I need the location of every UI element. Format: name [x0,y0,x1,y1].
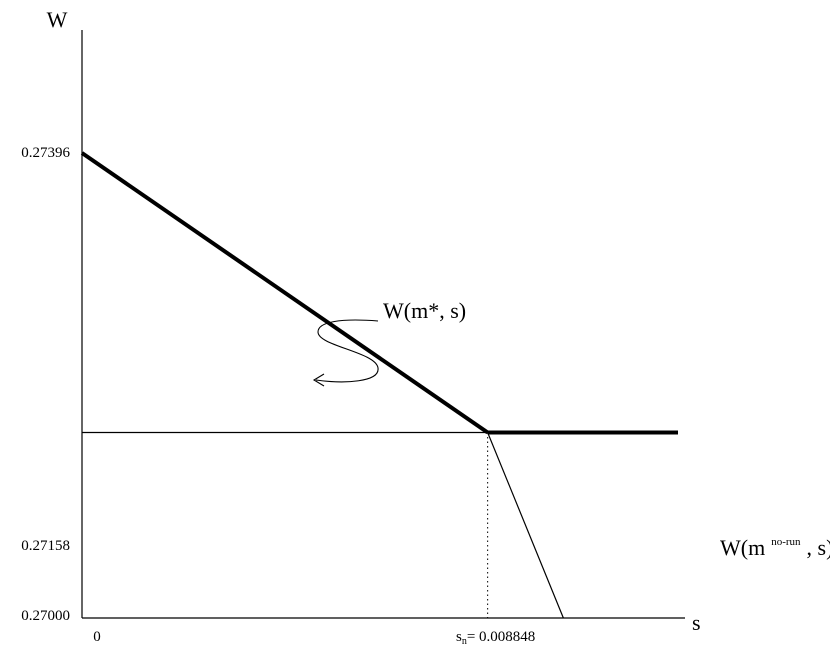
y-tick-label-bottom: 0.27000 [21,608,70,624]
series-extension-line [487,432,564,619]
sn-label-base: s [456,629,462,645]
y-axis-label: W [47,7,68,32]
sn-label: sn= 0.008848 [456,629,535,647]
curve-label-no-run: W(m no-run , s) [720,535,830,560]
y-tick-label-top: 0.27396 [21,145,70,161]
series-optimal-line [80,151,489,435]
y-tick-label-middle: 0.27158 [21,538,70,554]
x-axis-label: s [692,610,701,635]
curve-label-no-run-end: , s) [807,535,830,560]
series-layer [80,151,678,619]
curve-label-no-run-sup: no-run [771,536,801,548]
curve-label-no-run-base: W(m [720,535,765,560]
sn-label-value: = 0.008848 [467,629,535,645]
curve-label-arrow [315,319,379,383]
curve-label-optimal: W(m*, s) [383,298,466,323]
curve-label-arrowhead [312,373,325,387]
x-tick-label-origin: 0 [93,629,101,645]
sn-label-sub: n [462,636,467,647]
